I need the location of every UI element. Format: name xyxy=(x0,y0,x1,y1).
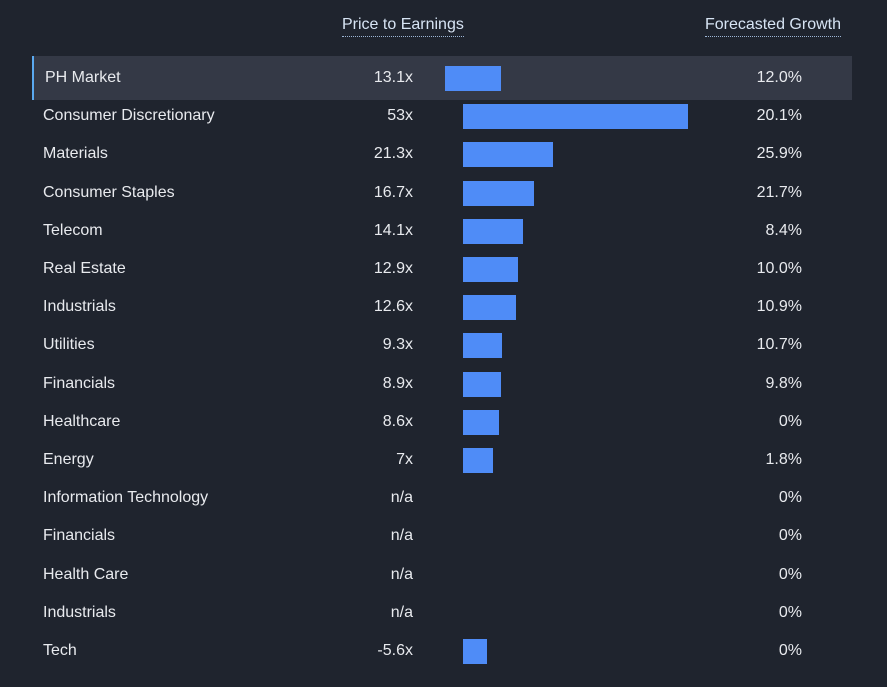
table-row[interactable]: Financials 8.9x 9.8% xyxy=(32,362,852,406)
table-row[interactable]: Telecom 14.1x 8.4% xyxy=(32,209,852,253)
table-row[interactable]: Healthcare 8.6x 0% xyxy=(32,400,852,444)
pe-value: -5.6x xyxy=(377,642,413,659)
pe-bar xyxy=(463,448,493,473)
sector-name: Industrials xyxy=(43,603,116,621)
growth-value: 12.0% xyxy=(756,69,802,86)
pe-bar xyxy=(463,333,503,359)
table-row[interactable]: Information Technology n/a 0% xyxy=(32,476,852,520)
growth-value: 1.8% xyxy=(765,451,802,468)
sector-name: Health Care xyxy=(43,565,129,583)
growth-value: 8.4% xyxy=(765,221,802,239)
growth-value: 10.9% xyxy=(756,298,802,316)
pe-value: 21.3x xyxy=(373,145,413,163)
table-row[interactable]: Consumer Staples 16.7x 21.7% xyxy=(32,171,852,215)
sector-name: Materials xyxy=(43,145,108,163)
growth-value: 21.7% xyxy=(756,183,802,201)
table-row[interactable]: Industrials n/a 0% xyxy=(32,591,852,635)
pe-bar xyxy=(463,218,523,244)
pe-bar xyxy=(463,180,534,206)
pe-value: 53x xyxy=(387,107,413,125)
table-row[interactable]: Financials n/a 0% xyxy=(32,514,852,558)
sector-name: Telecom xyxy=(43,221,103,239)
table-header: Price to Earnings Forecasted Growth xyxy=(0,0,887,52)
pe-value: 14.1x xyxy=(373,221,413,239)
sector-name: Healthcare xyxy=(43,412,121,430)
table-row[interactable]: Real Estate 12.9x 10.0% xyxy=(32,247,852,291)
growth-value: 0% xyxy=(778,565,802,583)
sector-name: Consumer Discretionary xyxy=(43,107,215,125)
pe-bar xyxy=(463,257,518,282)
growth-value: 9.8% xyxy=(765,374,802,392)
pe-value: n/a xyxy=(390,565,413,583)
pe-value: 8.9x xyxy=(382,374,413,392)
pe-value: n/a xyxy=(390,489,413,507)
pe-bar xyxy=(463,639,487,664)
growth-value: 0% xyxy=(778,489,802,507)
table-row[interactable]: Materials 21.3x 25.9% xyxy=(32,132,852,176)
sector-name: Utilities xyxy=(43,336,95,354)
pe-value: 12.6x xyxy=(373,298,413,316)
pe-value: 13.1x xyxy=(373,69,413,86)
sector-name: Financials xyxy=(43,374,116,392)
sector-name: PH Market xyxy=(45,69,121,86)
growth-column-header[interactable]: Forecasted Growth xyxy=(704,16,841,37)
pe-bar xyxy=(463,142,554,168)
sector-name: Energy xyxy=(43,451,94,468)
pe-column-header[interactable]: Price to Earnings xyxy=(342,16,464,37)
pe-bar xyxy=(463,409,500,435)
pe-value: n/a xyxy=(390,603,413,621)
sector-name: Real Estate xyxy=(43,260,126,277)
growth-value: 0% xyxy=(778,642,802,659)
pe-value: n/a xyxy=(390,527,413,545)
growth-value: 0% xyxy=(778,527,802,545)
growth-value: 10.7% xyxy=(756,336,802,354)
growth-value: 10.0% xyxy=(756,260,802,277)
pe-bar xyxy=(463,371,501,397)
pe-value: 16.7x xyxy=(373,183,413,201)
pe-bar xyxy=(463,104,688,130)
pe-bar xyxy=(445,66,501,91)
growth-value: 0% xyxy=(778,412,802,430)
sector-name: Information Technology xyxy=(43,489,209,507)
growth-value: 25.9% xyxy=(756,145,802,163)
pe-value: 12.9x xyxy=(373,260,413,277)
pe-value: 7x xyxy=(396,451,413,468)
growth-value: 20.1% xyxy=(756,107,802,125)
table-row[interactable]: Industrials 12.6x 10.9% xyxy=(32,285,852,329)
growth-value: 0% xyxy=(778,603,802,621)
sector-name: Industrials xyxy=(43,298,116,316)
sector-name: Tech xyxy=(43,642,77,659)
table-row[interactable]: Utilities 9.3x 10.7% xyxy=(32,323,852,367)
pe-bar xyxy=(463,295,517,321)
table-row[interactable]: Health Care n/a 0% xyxy=(32,553,852,597)
pe-value: 8.6x xyxy=(382,412,413,430)
pe-value: 9.3x xyxy=(382,336,413,354)
table-row[interactable]: Energy 7x 1.8% xyxy=(32,438,852,482)
table-row[interactable]: Consumer Discretionary 53x 20.1% xyxy=(32,94,852,138)
market-row[interactable]: PH Market 13.1x 12.0% xyxy=(32,56,852,100)
sector-name: Financials xyxy=(43,527,116,545)
sector-name: Consumer Staples xyxy=(43,183,175,201)
table-row[interactable]: Tech -5.6x 0% xyxy=(32,629,852,673)
